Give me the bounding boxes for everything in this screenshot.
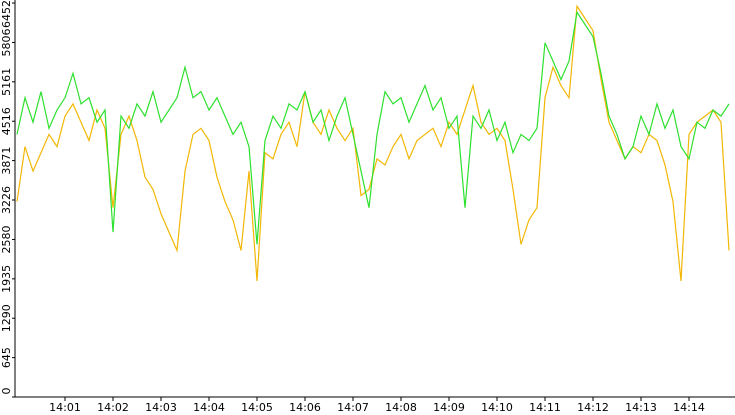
y-tick-label: 645 <box>0 347 13 368</box>
y-tick-label: 3871 <box>0 147 13 175</box>
x-tick-label: 14:05 <box>241 401 273 414</box>
y-tick-label: 5806 <box>0 28 13 56</box>
x-tick-label: 14:11 <box>529 401 561 414</box>
x-tick-label: 14:03 <box>145 401 177 414</box>
y-tick-label: 3226 <box>0 186 13 214</box>
x-tick-label: 14:06 <box>289 401 321 414</box>
y-tick-label: 1290 <box>0 304 13 332</box>
x-tick-label: 14:04 <box>193 401 225 414</box>
y-tick-label: 4516 <box>0 107 13 135</box>
x-tick-label: 14:10 <box>481 401 513 414</box>
x-tick-label: 14:14 <box>673 401 705 414</box>
x-tick-label: 14:02 <box>97 401 129 414</box>
y-tick-label: 0 <box>0 388 13 395</box>
x-tick-label: 14:12 <box>577 401 609 414</box>
x-tick-label: 14:01 <box>49 401 81 414</box>
x-tick-label: 14:13 <box>625 401 657 414</box>
series-line <box>16 10 730 245</box>
x-tick-label: 14:07 <box>337 401 369 414</box>
y-tick-label: 5161 <box>0 68 13 96</box>
y-tick-label: 2580 <box>0 225 13 253</box>
y-tick-label: 1935 <box>0 265 13 293</box>
y-tick-label: 6452 <box>0 0 13 28</box>
x-tick-label: 14:08 <box>385 401 417 414</box>
x-tick-label: 14:09 <box>433 401 465 414</box>
